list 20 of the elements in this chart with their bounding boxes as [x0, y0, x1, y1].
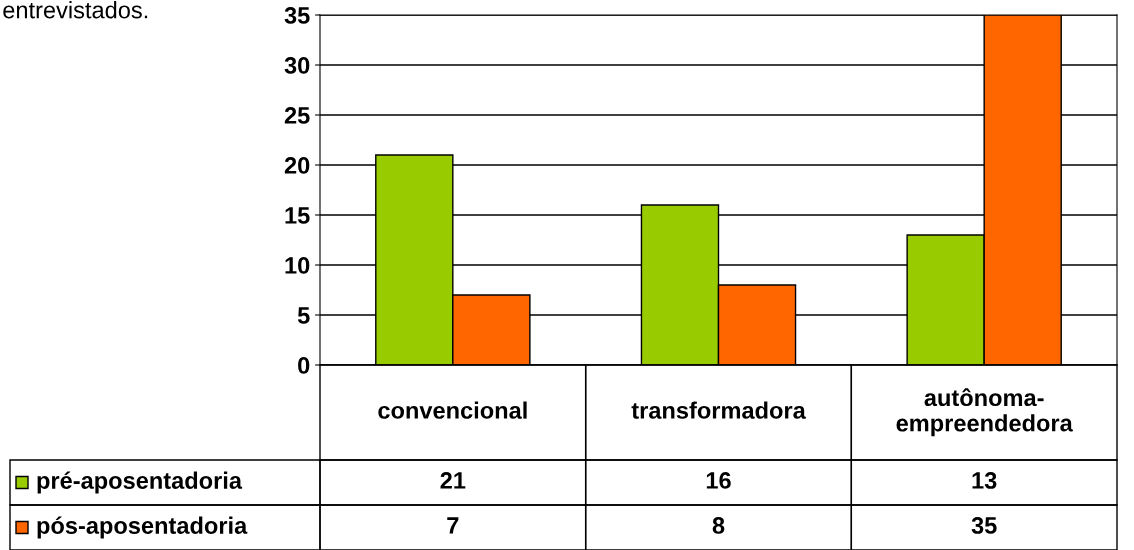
- x-tick-label: transformadora: [631, 401, 806, 419]
- data-label: 7: [447, 517, 459, 534]
- legend-label: pré-aposentadoria: [37, 471, 243, 494]
- data-label: 35: [971, 517, 997, 534]
- y-tick-label: 10: [285, 257, 310, 274]
- data-label: 8: [712, 517, 725, 534]
- x-tick-label: convencional: [378, 401, 527, 419]
- y-tick-label: 25: [284, 107, 310, 124]
- legend-label: pós-aposentadoria: [37, 516, 248, 539]
- x-tick-label: autônoma- empreendedora: [896, 388, 1073, 437]
- data-label: 21: [440, 472, 466, 489]
- data-label: 16: [706, 472, 731, 489]
- y-tick-label: 0: [298, 357, 310, 374]
- y-tick-label: 5: [297, 307, 310, 324]
- y-tick-label: 15: [285, 207, 310, 224]
- y-tick-label: 20: [284, 157, 310, 174]
- text: entrevistados.: [3, 1, 148, 19]
- y-tick-label: 35: [284, 7, 310, 24]
- y-tick-label: 30: [284, 57, 310, 74]
- data-label: 13: [972, 472, 997, 489]
